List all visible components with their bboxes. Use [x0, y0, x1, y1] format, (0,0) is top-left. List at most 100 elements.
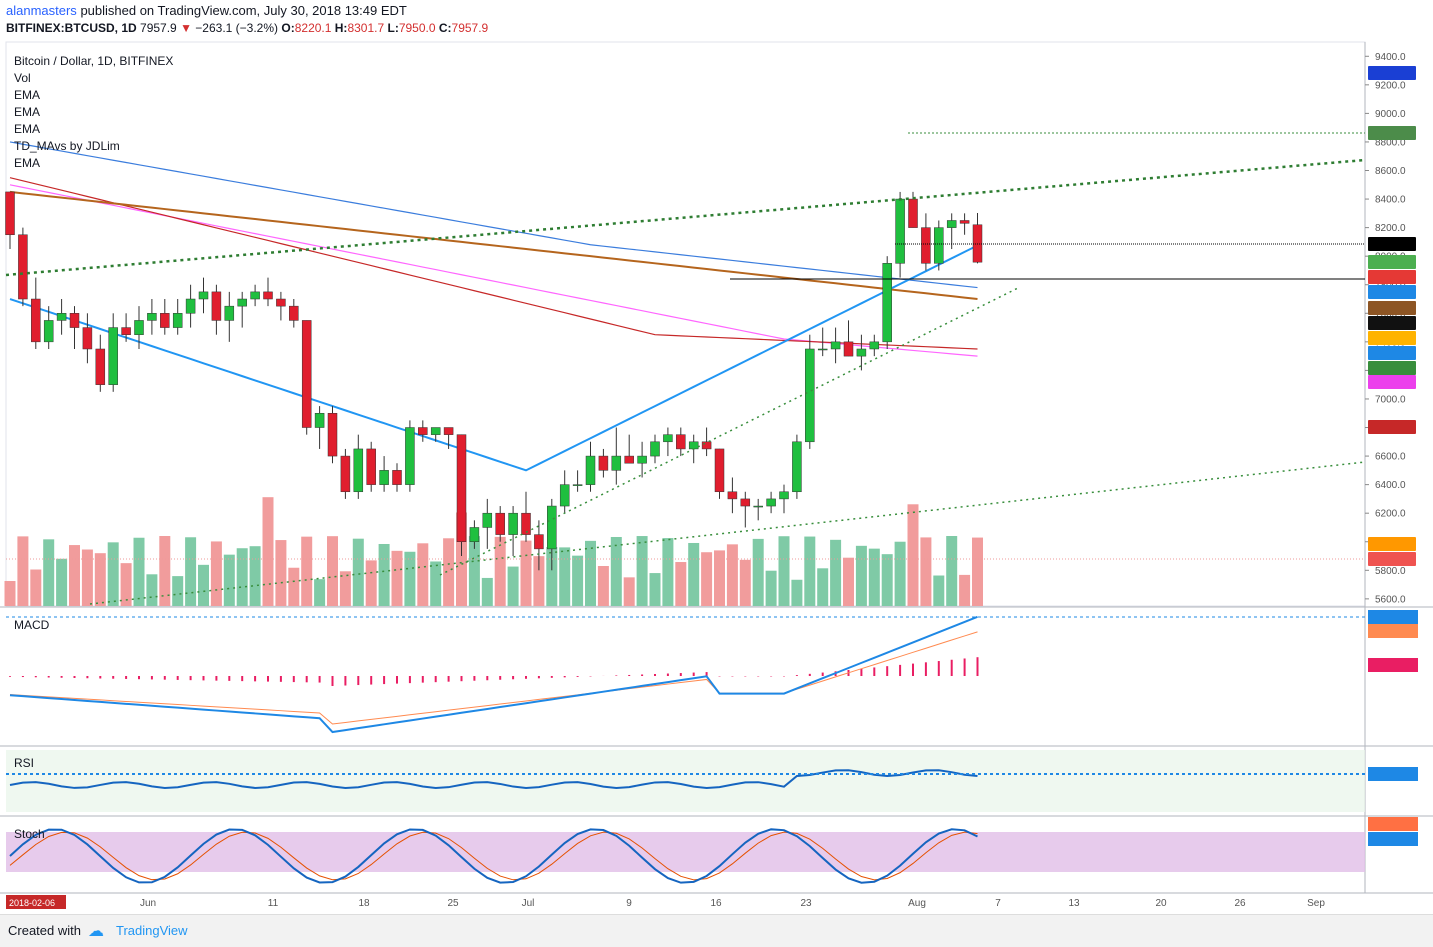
volume-bar: [365, 560, 377, 606]
footer-bar: Created with ☁ TradingView: [0, 914, 1433, 947]
volume-bar: [533, 556, 545, 606]
y-tick-label: 8800.0: [1375, 137, 1406, 148]
stoch-k-line: [9, 828, 978, 884]
volume-bar: [714, 550, 725, 606]
low-value: 7950.0: [398, 21, 436, 35]
stoch-label: Stoch: [14, 827, 45, 841]
candle-body: [43, 320, 54, 343]
candle-body: [301, 320, 312, 428]
volume-bar: [894, 541, 906, 606]
volume-bar: [94, 553, 106, 606]
high-label: H:: [334, 21, 348, 35]
stoch-d-line: [9, 831, 978, 881]
x-tick-label: 11: [268, 898, 279, 909]
volume-bar: [43, 539, 55, 606]
candle-body: [121, 327, 131, 335]
x-tick-label: 20: [1155, 898, 1167, 909]
volume-bar: [404, 551, 416, 606]
candle-body: [869, 341, 880, 350]
chart-canvas[interactable]: 9400.0 9200.0 9000.0 8800.0 8600.0 8400.0 8200…: [0, 0, 1433, 914]
volume-bar: [4, 581, 16, 606]
header-line-2: BITFINEX:BTCUSD, 1D 7957.9 ▼ −263.1 (−3.…: [6, 21, 488, 35]
candle-body: [637, 455, 647, 464]
candle-body: [714, 448, 725, 493]
candle-body: [82, 327, 93, 350]
candle-body: [598, 455, 609, 471]
legend-1: Vol: [14, 71, 31, 85]
volume-bar: [81, 549, 93, 606]
volume-bar: [133, 537, 145, 606]
symbol-label: BITFINEX:BTCUSD, 1D: [6, 21, 137, 35]
candle-body: [172, 313, 183, 328]
candle-body: [469, 527, 480, 542]
legend-5: TD_MAvs by JDLim: [14, 139, 120, 153]
price-badge: [1368, 361, 1416, 375]
y-tick-label: 5800.0: [1375, 566, 1406, 577]
volume-bar: [314, 579, 326, 606]
y-tick-label: 9000.0: [1375, 109, 1406, 120]
volume-bar: [597, 566, 609, 606]
candle-body: [701, 441, 712, 450]
candle-body: [250, 291, 260, 300]
volume-bar: [30, 569, 42, 606]
rsi-label: RSI: [14, 756, 35, 770]
tradingview-logo-icon: ☁: [88, 923, 104, 940]
volume-bar: [172, 576, 184, 606]
volume-bar: [572, 555, 584, 606]
candle-body: [856, 348, 867, 357]
volume-bar: [275, 540, 287, 606]
candle-body: [817, 348, 828, 351]
y-tick-label: 5600.0: [1375, 594, 1406, 605]
candle-body: [69, 313, 80, 328]
price-badge: [1368, 331, 1416, 345]
candle-body: [314, 412, 325, 428]
down-arrow-icon: ▼: [180, 21, 192, 35]
volume-bar: [443, 538, 455, 606]
price-badge: [1368, 66, 1416, 80]
volume-bar: [210, 541, 222, 606]
volume-bar: [972, 537, 983, 606]
close-value: 7957.9: [451, 21, 489, 35]
candle-body: [624, 455, 634, 464]
x-tick-label: 26: [1234, 898, 1246, 909]
candle-body: [946, 220, 957, 228]
candle-body: [224, 305, 235, 321]
price-badge: [1368, 817, 1418, 831]
volume-bar: [262, 497, 274, 606]
candle-body: [895, 198, 905, 264]
date-badge: [6, 895, 66, 909]
volume-bar: [946, 536, 958, 606]
price-badge: [1368, 658, 1418, 672]
ema-line: [9, 190, 978, 301]
candle-body: [353, 448, 364, 493]
candle-body: [456, 434, 467, 542]
author-name[interactable]: alanmasters: [6, 3, 77, 18]
price-badge: [1368, 301, 1416, 315]
legend-4: EMA: [14, 122, 41, 136]
y-tick-label: 6200.0: [1375, 509, 1406, 520]
volume-bar: [920, 537, 932, 606]
candle-body: [740, 498, 751, 507]
candle-body: [934, 227, 944, 264]
y-tick-label: 8600.0: [1375, 166, 1406, 177]
volume-bar: [752, 538, 764, 606]
candle-body: [443, 427, 454, 435]
tradingview-link[interactable]: TradingView: [116, 923, 188, 938]
start-date-label: 2018-02-06: [9, 898, 55, 908]
volume-bar: [830, 539, 842, 606]
candle-body: [276, 298, 286, 307]
volume-bar: [56, 558, 68, 606]
candle-body: [572, 484, 583, 486]
header-line-1: alanmasters published on TradingView.com…: [6, 3, 407, 18]
candle-body: [766, 498, 776, 507]
candle-body: [882, 263, 892, 343]
candle-body: [392, 470, 402, 485]
volume-bar: [623, 577, 635, 606]
volume-bar: [791, 579, 803, 606]
volume-bar: [17, 536, 29, 606]
candle-body: [5, 191, 15, 236]
y-tick-label: 9200.0: [1375, 80, 1406, 91]
volume-bar: [907, 504, 919, 606]
volume-bar: [585, 540, 596, 606]
candle-body: [379, 470, 389, 485]
